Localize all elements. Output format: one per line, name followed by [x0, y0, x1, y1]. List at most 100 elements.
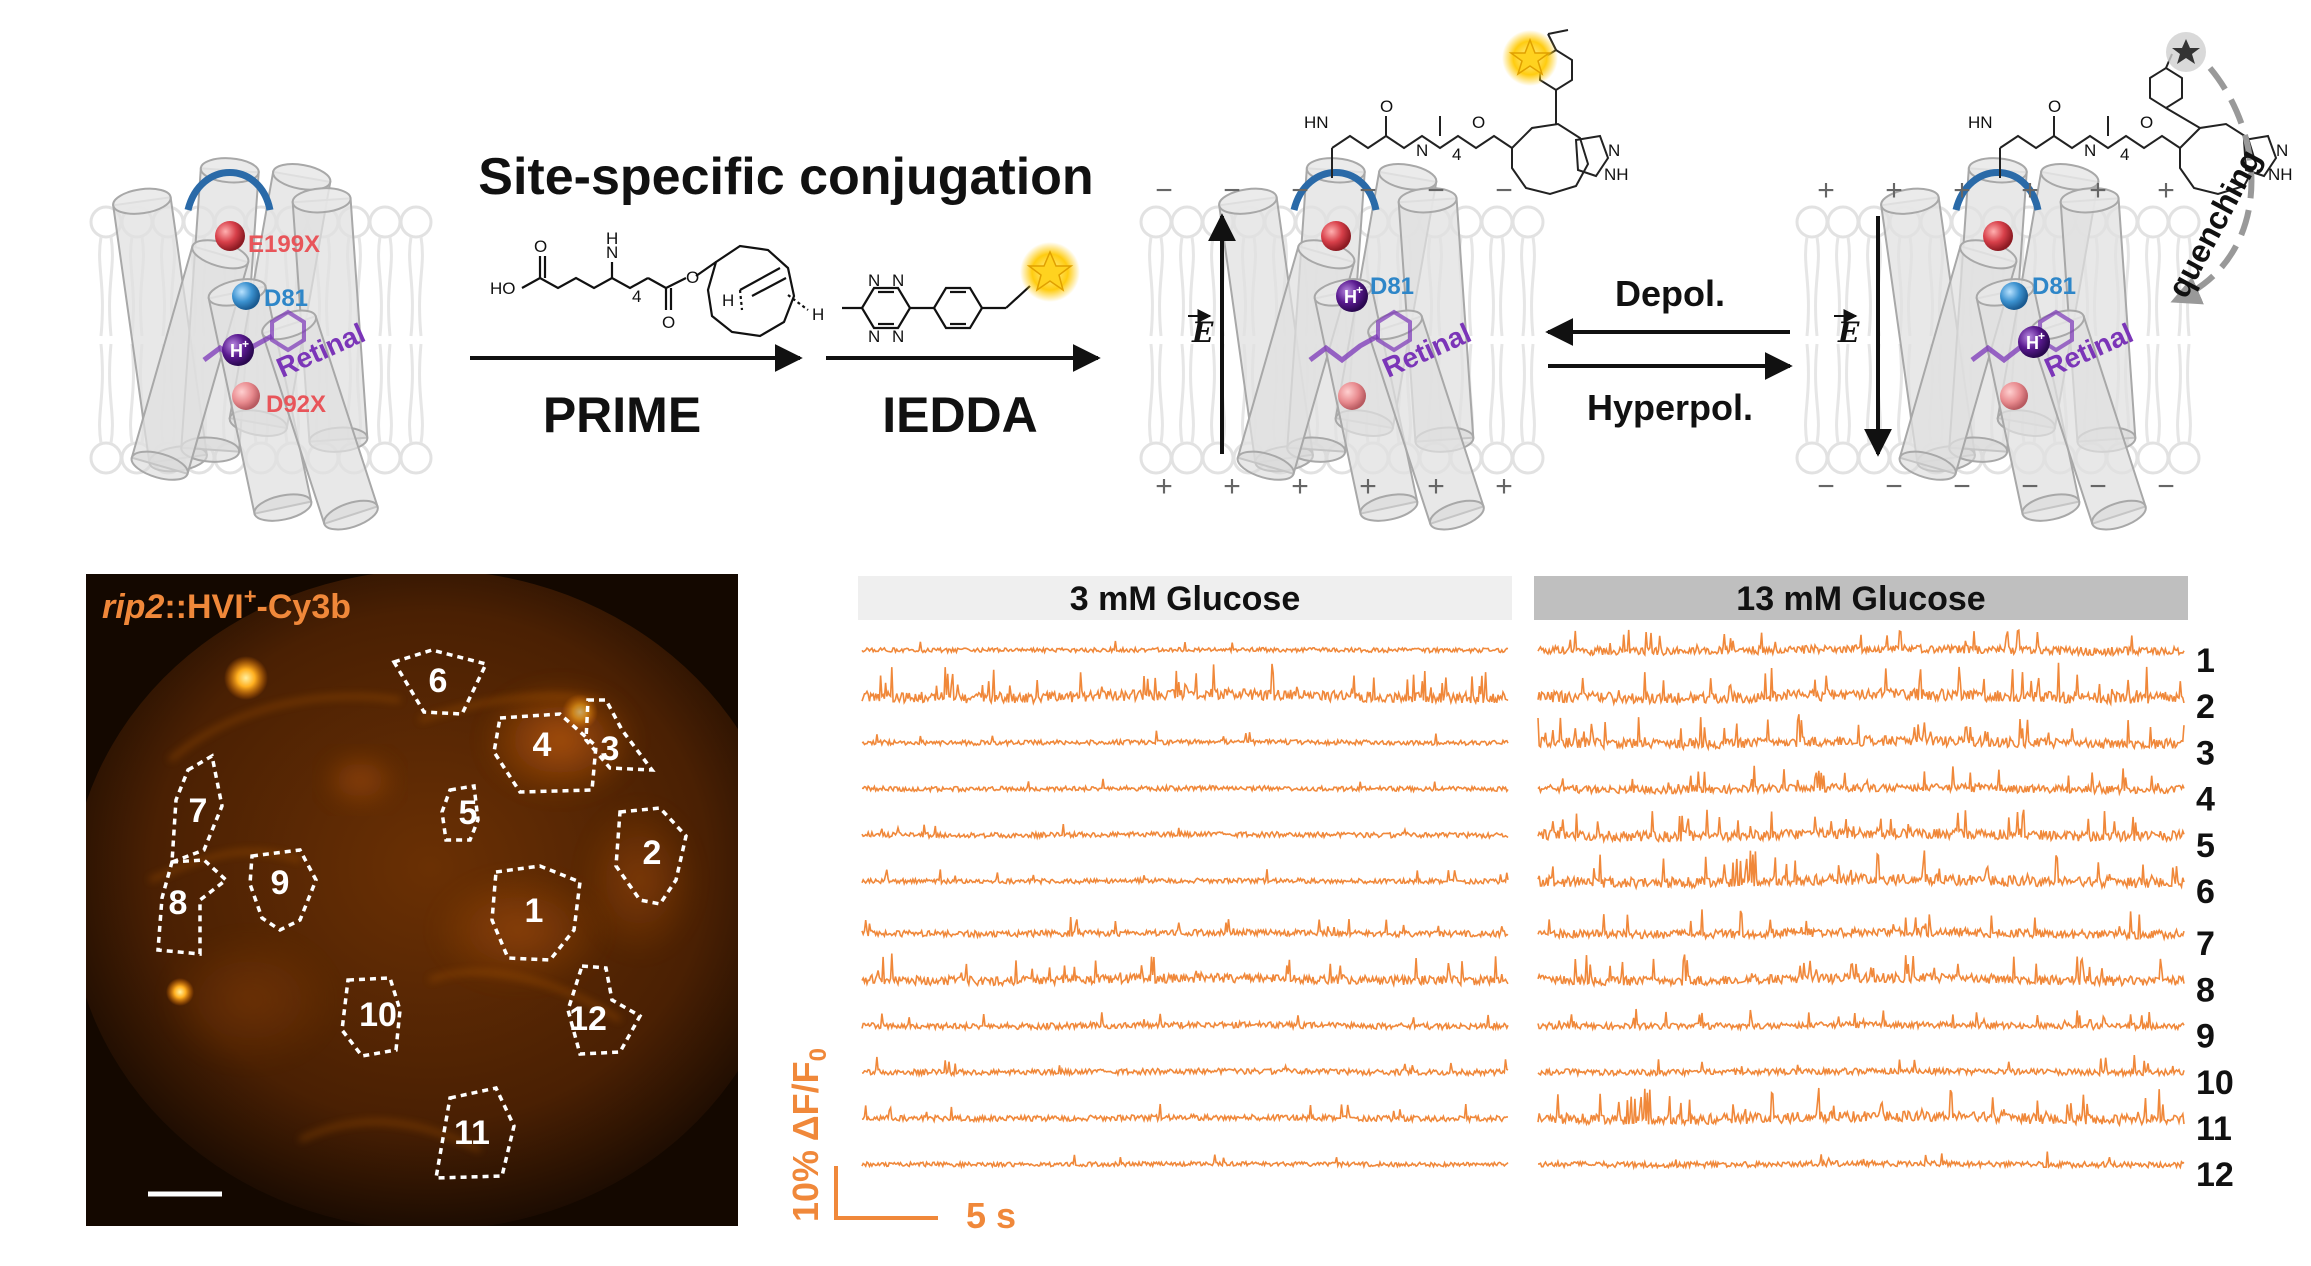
- quenching-arrow: [2170, 66, 2255, 305]
- roi-3: [584, 698, 656, 772]
- roi-10: [340, 976, 402, 1058]
- svg-text:HN: HN: [1968, 113, 1993, 132]
- trace-low-glucose: [861, 1103, 1509, 1125]
- trace-lines: [861, 628, 2185, 1171]
- dye-star-icon: [1020, 242, 1080, 302]
- trace-low-glucose: [861, 663, 1509, 706]
- svg-text:H: H: [2026, 333, 2039, 353]
- traces-panel: 3 mM Glucose 13 mM Glucose 1234567891011…: [785, 576, 2234, 1236]
- trace-low-glucose: [861, 953, 1509, 989]
- svg-text:N: N: [868, 327, 880, 346]
- svg-text:+: +: [1356, 283, 1363, 297]
- prime-step-label: PRIME: [543, 387, 701, 443]
- micrograph-panel: rip2::HVI+-Cy3b 1 2 3 4 5 6 7 8 9 1: [86, 574, 738, 1226]
- svg-text:+: +: [1359, 470, 1377, 503]
- cell-id-label: 6: [2196, 873, 2215, 911]
- e-field-label-resting: E: [1191, 316, 1214, 349]
- svg-text:O: O: [2140, 113, 2153, 132]
- trace-low-glucose: [861, 778, 1509, 794]
- svg-text:O: O: [1380, 97, 1393, 116]
- svg-text:H: H: [1344, 287, 1357, 307]
- cell-id-label: 3: [2196, 734, 2215, 772]
- svg-text:4: 4: [2120, 145, 2129, 164]
- svg-text:N: N: [1416, 141, 1428, 160]
- residue-d81-label: D81: [1370, 273, 1414, 300]
- svg-text:−: −: [2157, 470, 2175, 503]
- dye-star-bright-icon: [1502, 30, 1558, 86]
- trace-high-glucose: [1537, 954, 2185, 988]
- trace-scale-y-label: 10% ΔF/F0: [785, 1048, 832, 1222]
- cell-id-label: 12: [2196, 1156, 2234, 1194]
- depol-label: Depol.: [1615, 273, 1725, 314]
- header-high-glucose: [1534, 576, 2188, 620]
- svg-text:O: O: [534, 237, 547, 256]
- svg-text:H: H: [722, 291, 734, 310]
- cell-id-label: 11: [2196, 1110, 2232, 1148]
- svg-text:HN: HN: [1304, 113, 1329, 132]
- svg-text:+: +: [1495, 470, 1513, 503]
- roi-label-5: 5: [459, 794, 478, 832]
- iedda-step-label: IEDDA: [882, 387, 1038, 443]
- svg-text:+: +: [1291, 470, 1309, 503]
- roi-11: [433, 1085, 516, 1180]
- cell-id-label: 8: [2196, 971, 2215, 1009]
- svg-text:4: 4: [632, 287, 641, 306]
- cell-id-label: 7: [2196, 925, 2215, 963]
- svg-text:+: +: [2157, 174, 2175, 207]
- roi-label-6: 6: [429, 662, 448, 700]
- roi-label-11: 11: [454, 1114, 490, 1152]
- conjugate-structure-resting: [1331, 29, 1610, 196]
- svg-text:+: +: [1953, 174, 1971, 207]
- trace-high-glucose: [1537, 1087, 2185, 1128]
- svg-text:HO: HO: [490, 279, 516, 298]
- svg-text:−: −: [1427, 174, 1445, 207]
- roi-labels: 1 2 3 4 5 6 7 8 9 10 11 12: [169, 662, 662, 1152]
- label-sup: +: [244, 584, 257, 609]
- svg-text:−: −: [1885, 470, 1903, 503]
- trace-high-glucose: [1537, 1008, 2185, 1033]
- trace-scale-bar: [834, 1166, 938, 1220]
- micrograph-label: rip2::HVI+-Cy3b: [102, 584, 351, 626]
- trace-high-glucose: [1537, 909, 2185, 942]
- svg-text:N: N: [892, 327, 904, 346]
- trace-high-glucose: [1537, 1055, 2185, 1079]
- trace-high-glucose: [1537, 1151, 2185, 1171]
- trace-low-glucose: [861, 640, 1509, 655]
- roi-9: [248, 848, 318, 933]
- residue-d92x-label: D92X: [266, 391, 326, 418]
- scheme-title: Site-specific conjugation: [478, 148, 1093, 206]
- svg-text:+: +: [1885, 174, 1903, 207]
- trace-low-glucose: [861, 1154, 1509, 1170]
- membrane-charges-depolarized: + − + − + − + − + − + −: [1817, 174, 2175, 503]
- svg-text:N: N: [2084, 141, 2096, 160]
- header-low-glucose: [858, 576, 1512, 620]
- svg-text:N: N: [2276, 141, 2288, 160]
- svg-text:+: +: [1817, 174, 1835, 207]
- cell-id-label: 5: [2196, 827, 2215, 865]
- hyperpol-label: Hyperpol.: [1587, 387, 1753, 428]
- svg-text:+: +: [1155, 470, 1173, 503]
- roi-6: [391, 648, 489, 716]
- svg-text:N: N: [868, 271, 880, 290]
- label-gene: rip2: [102, 588, 164, 626]
- svg-text:O: O: [2048, 97, 2061, 116]
- cell-id-label: 10: [2196, 1064, 2234, 1102]
- svg-text:+: +: [2021, 174, 2039, 207]
- roi-label-8: 8: [169, 884, 188, 922]
- svg-text:−: −: [1291, 174, 1309, 207]
- trace-low-glucose: [861, 730, 1509, 748]
- svg-text:4: 4: [1452, 145, 1461, 164]
- svg-text:−: −: [1155, 174, 1173, 207]
- roi-5: [440, 783, 480, 842]
- conjugate-atoms-depolarized: HN O N 4 O N NH: [1968, 97, 2293, 184]
- trace-low-glucose: [861, 917, 1509, 940]
- roi-2: [614, 806, 688, 906]
- roi-label-12: 12: [569, 1000, 607, 1038]
- roi-label-7: 7: [189, 792, 208, 830]
- svg-text:+: +: [2038, 329, 2045, 343]
- svg-text:NH: NH: [2268, 165, 2293, 184]
- trace-high-glucose: [1537, 662, 2185, 707]
